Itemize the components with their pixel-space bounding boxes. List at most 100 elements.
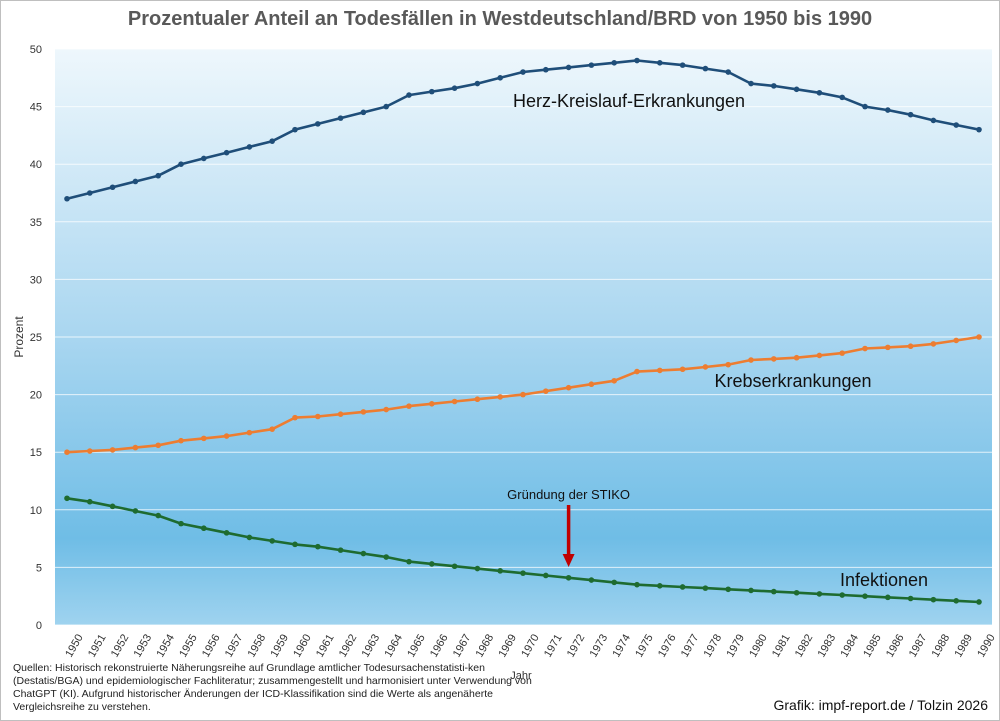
data-point	[885, 594, 891, 601]
y-tick-label: 10	[30, 505, 42, 517]
data-point	[748, 357, 754, 363]
annotation: Gründung der STIKO	[507, 487, 630, 567]
data-point	[862, 345, 868, 352]
chart-title: Prozentualer Anteil an Todesfällen in We…	[127, 8, 873, 30]
data-point	[474, 565, 481, 572]
x-tick-label: 1986	[884, 632, 907, 659]
x-tick-label: 1956	[200, 632, 223, 659]
data-point	[64, 495, 70, 502]
data-point	[87, 190, 93, 196]
data-point	[634, 581, 640, 588]
x-tick-label: 1989	[952, 632, 975, 659]
y-tick-label: 40	[30, 159, 42, 171]
x-tick-label: 1973	[588, 632, 611, 659]
data-point	[953, 122, 959, 128]
data-point	[702, 364, 709, 370]
y-tick-label: 25	[30, 332, 42, 344]
data-point	[976, 126, 982, 133]
x-tick-label: 1981	[770, 632, 793, 659]
data-point	[725, 69, 731, 75]
y-tick-label: 20	[30, 390, 42, 402]
data-point	[292, 126, 298, 133]
series-lines	[64, 57, 982, 605]
data-point	[657, 367, 663, 374]
data-point	[679, 366, 686, 373]
series-1	[64, 57, 982, 202]
data-point	[565, 574, 572, 581]
data-point	[885, 107, 891, 113]
data-point	[429, 561, 435, 567]
x-tick-label: 1970	[519, 632, 542, 659]
data-point	[155, 442, 161, 449]
x-tick-label: 1983	[816, 632, 839, 659]
data-point	[543, 388, 549, 394]
series-labels: Herz-Kreislauf-Erkrankungen Krebserkranku…	[513, 91, 928, 590]
data-point	[315, 413, 321, 420]
x-tick-label: 1984	[838, 632, 861, 659]
x-tick-label: 1969	[496, 632, 519, 659]
x-tick-label: 1951	[86, 632, 109, 659]
data-point	[178, 437, 184, 444]
data-point	[907, 343, 914, 350]
data-point	[588, 577, 595, 583]
x-tick-label: 1987	[907, 632, 930, 659]
data-point	[269, 538, 276, 544]
data-point	[588, 381, 595, 388]
data-point	[930, 596, 937, 603]
data-point	[315, 121, 321, 127]
data-point	[657, 60, 663, 66]
x-tick-label: 1967	[451, 632, 474, 659]
data-point	[930, 341, 937, 347]
data-point	[178, 520, 184, 527]
x-tick-label: 1976	[656, 632, 679, 659]
data-point	[907, 595, 914, 602]
x-tick-label: 1971	[542, 632, 565, 659]
data-point	[451, 85, 458, 91]
x-tick-label: 1961	[314, 632, 337, 659]
data-point	[292, 414, 298, 421]
data-point	[565, 384, 572, 391]
y-axis-label: Prozent	[12, 316, 26, 358]
data-point	[178, 161, 184, 167]
y-axis: 0 5 10 15 20 25 30 35 40 45 50 Prozent	[12, 44, 42, 632]
x-tick-label: 1954	[154, 632, 177, 659]
y-tick-label: 5	[36, 562, 42, 574]
data-point	[109, 503, 116, 510]
data-point	[269, 426, 276, 432]
data-point	[451, 398, 458, 405]
data-point	[976, 334, 982, 340]
data-point	[543, 572, 549, 579]
x-tick-label: 1980	[747, 632, 770, 659]
series-3	[64, 495, 982, 605]
x-tick-label: 1950	[63, 632, 86, 659]
x-tick-label: 1957	[223, 632, 246, 659]
y-tick-label: 15	[30, 447, 42, 459]
x-tick-label: 1974	[610, 632, 633, 659]
series-2	[64, 334, 982, 456]
x-tick-label: 1963	[360, 632, 383, 659]
x-tick-label: 1966	[428, 632, 451, 659]
data-point	[269, 138, 276, 144]
data-point	[155, 172, 161, 179]
data-point	[885, 344, 891, 351]
data-point	[87, 448, 93, 454]
data-point	[793, 354, 800, 361]
graphic-credit: Grafik: impf-report.de / Tolzin 2026	[773, 697, 988, 713]
data-point	[132, 508, 139, 514]
data-point	[360, 409, 367, 415]
data-point	[953, 337, 959, 344]
data-point	[360, 550, 367, 557]
source-footnote: Quellen: Historisch rekonstruierte Näher…	[13, 662, 532, 713]
data-point	[497, 75, 504, 81]
data-point	[657, 583, 663, 589]
x-tick-label: 1968	[474, 632, 497, 659]
data-point	[406, 92, 412, 98]
data-point	[337, 115, 344, 121]
data-point	[383, 103, 390, 110]
data-point	[406, 403, 412, 409]
x-tick-label: 1975	[633, 632, 656, 659]
data-point	[337, 411, 344, 417]
data-point	[543, 66, 549, 73]
data-point	[315, 543, 321, 550]
data-point	[839, 592, 845, 598]
